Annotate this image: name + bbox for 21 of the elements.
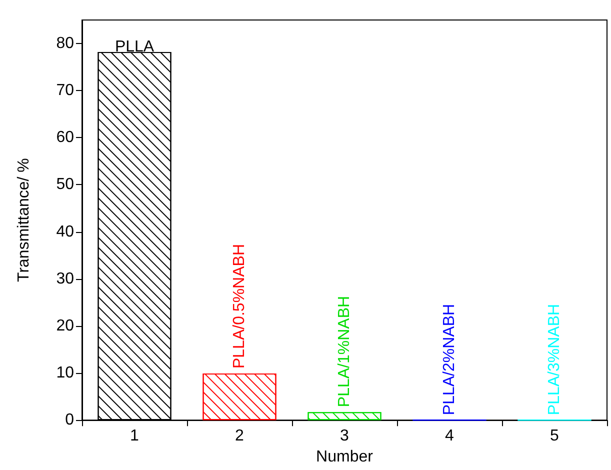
x-tick-label: 4 (445, 428, 454, 445)
annotation: PLLA/0.5%NABH (231, 244, 248, 368)
x-axis-title: Number (316, 448, 374, 466)
x-tick-label: 3 (340, 428, 350, 445)
annotation: PLLA (114, 38, 154, 56)
annotation: PLLA/1%NABH (336, 296, 353, 408)
annotation: PLLA/3%NABH (546, 304, 563, 416)
x-tick-label: 5 (550, 428, 560, 445)
x-tick-label: 2 (235, 428, 244, 445)
y-tick-label: 20 (56, 317, 74, 334)
y-tick-label: 50 (56, 176, 74, 194)
y-tick-label: 40 (56, 223, 74, 240)
annotation: PLLA/2%NABH (441, 304, 458, 416)
y-axis-title: Transmittance/ % (16, 158, 32, 282)
y-tick-label: 70 (56, 82, 74, 100)
y-tick-label: 10 (56, 364, 74, 382)
y-tick-label: 0 (65, 412, 74, 429)
y-tick-label: 80 (56, 35, 74, 52)
y-tick-label: 60 (56, 129, 74, 146)
y-tick-label: 30 (56, 270, 74, 288)
x-tick-label: 1 (130, 428, 140, 445)
